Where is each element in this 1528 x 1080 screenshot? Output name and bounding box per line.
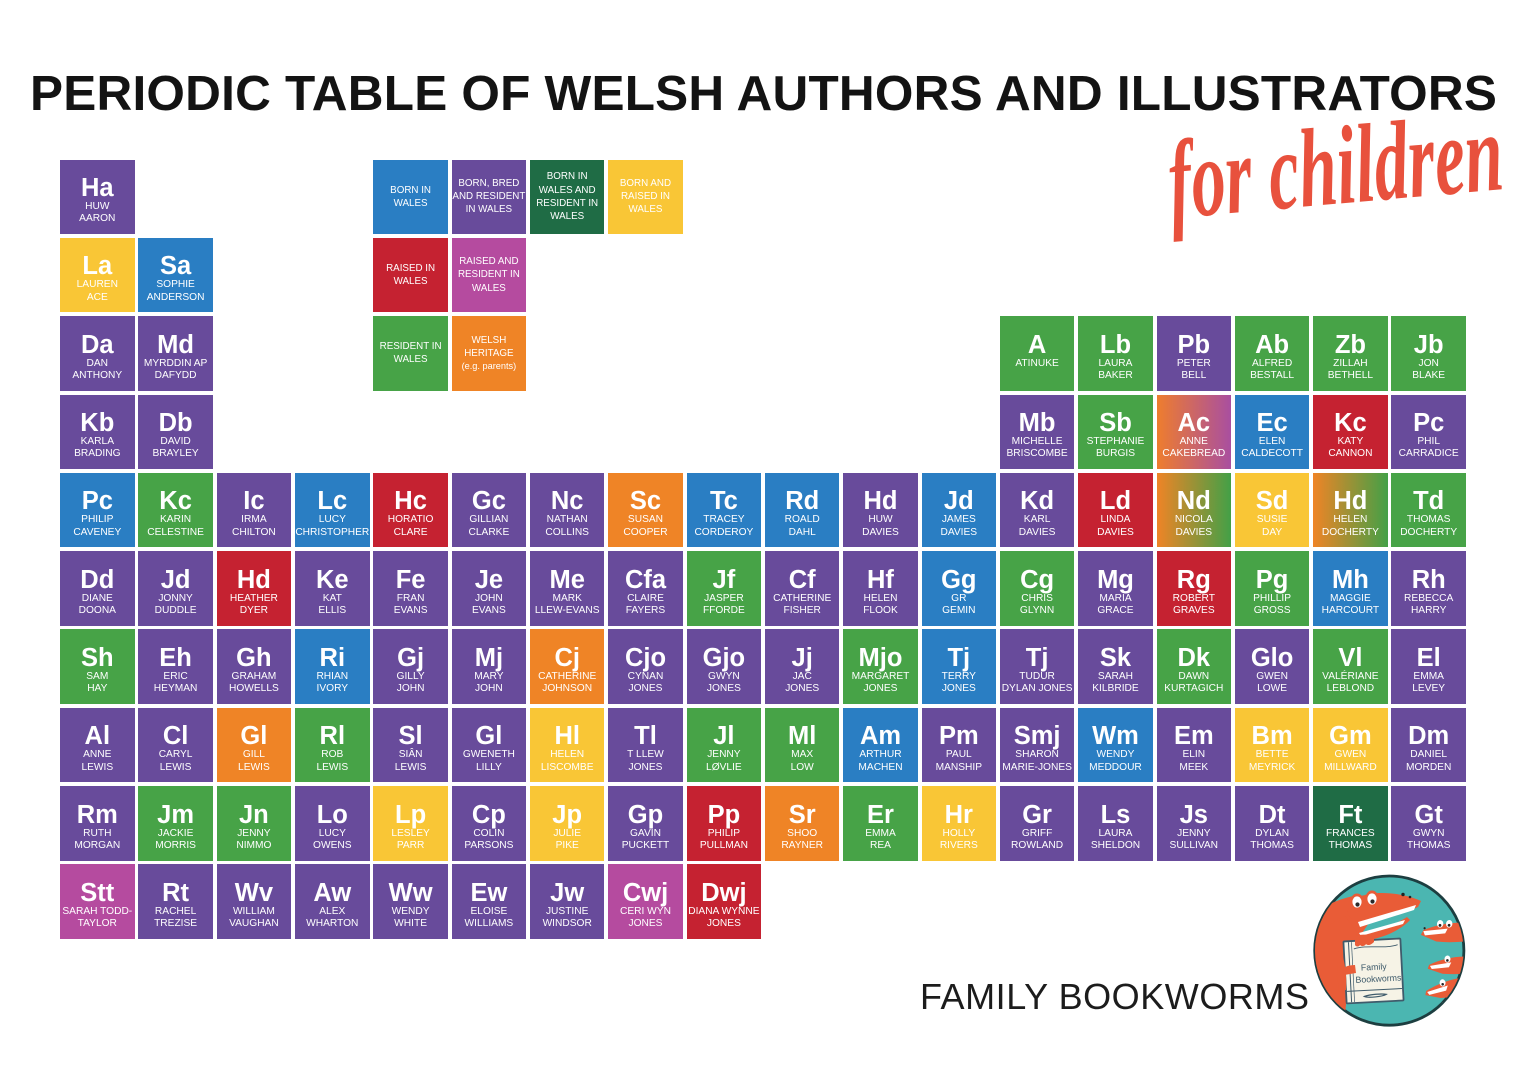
svg-text:Bookworms: Bookworms bbox=[1355, 973, 1402, 985]
svg-text:for children: for children bbox=[1163, 90, 1508, 243]
svg-text:Family: Family bbox=[1361, 961, 1388, 972]
